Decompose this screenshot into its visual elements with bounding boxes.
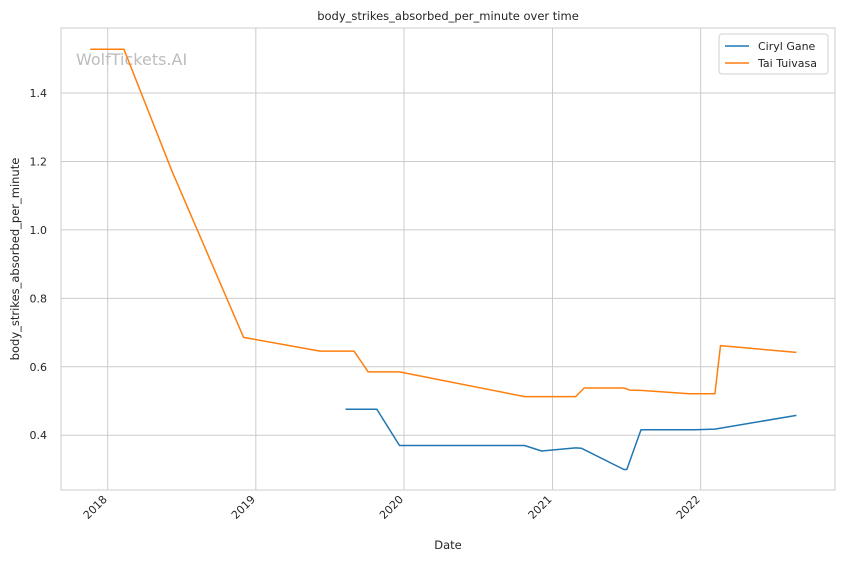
y-tick-label: 0.6 <box>30 361 48 374</box>
y-tick-label: 0.8 <box>30 292 48 305</box>
legend-label-ciryl-gane: Ciryl Gane <box>758 40 816 53</box>
x-axis-label: Date <box>434 538 462 552</box>
watermark: WolfTickets.AI <box>76 50 187 69</box>
y-axis-ticks: 0.4 0.6 0.8 1.0 1.2 1.4 <box>30 87 48 442</box>
grid-lines <box>61 28 835 490</box>
legend: Ciryl Gane Tai Tuivasa <box>718 33 829 75</box>
y-tick-label: 1.2 <box>30 155 48 168</box>
series-lines <box>90 48 797 471</box>
y-tick-label: 1.0 <box>30 224 48 237</box>
y-tick-label: 0.4 <box>30 429 48 442</box>
series-line-tai-tuivasa <box>90 48 797 398</box>
y-tick-label: 1.4 <box>30 87 48 100</box>
legend-label-tai-tuivasa: Tai Tuivasa <box>757 57 817 70</box>
series-line-ciryl-gane <box>345 408 797 471</box>
chart-title: body_strikes_absorbed_per_minute over ti… <box>317 9 579 23</box>
legend-box <box>718 33 829 75</box>
plot-area-frame <box>60 27 836 491</box>
y-axis-label: body_strikes_absorbed_per_minute <box>8 158 22 361</box>
